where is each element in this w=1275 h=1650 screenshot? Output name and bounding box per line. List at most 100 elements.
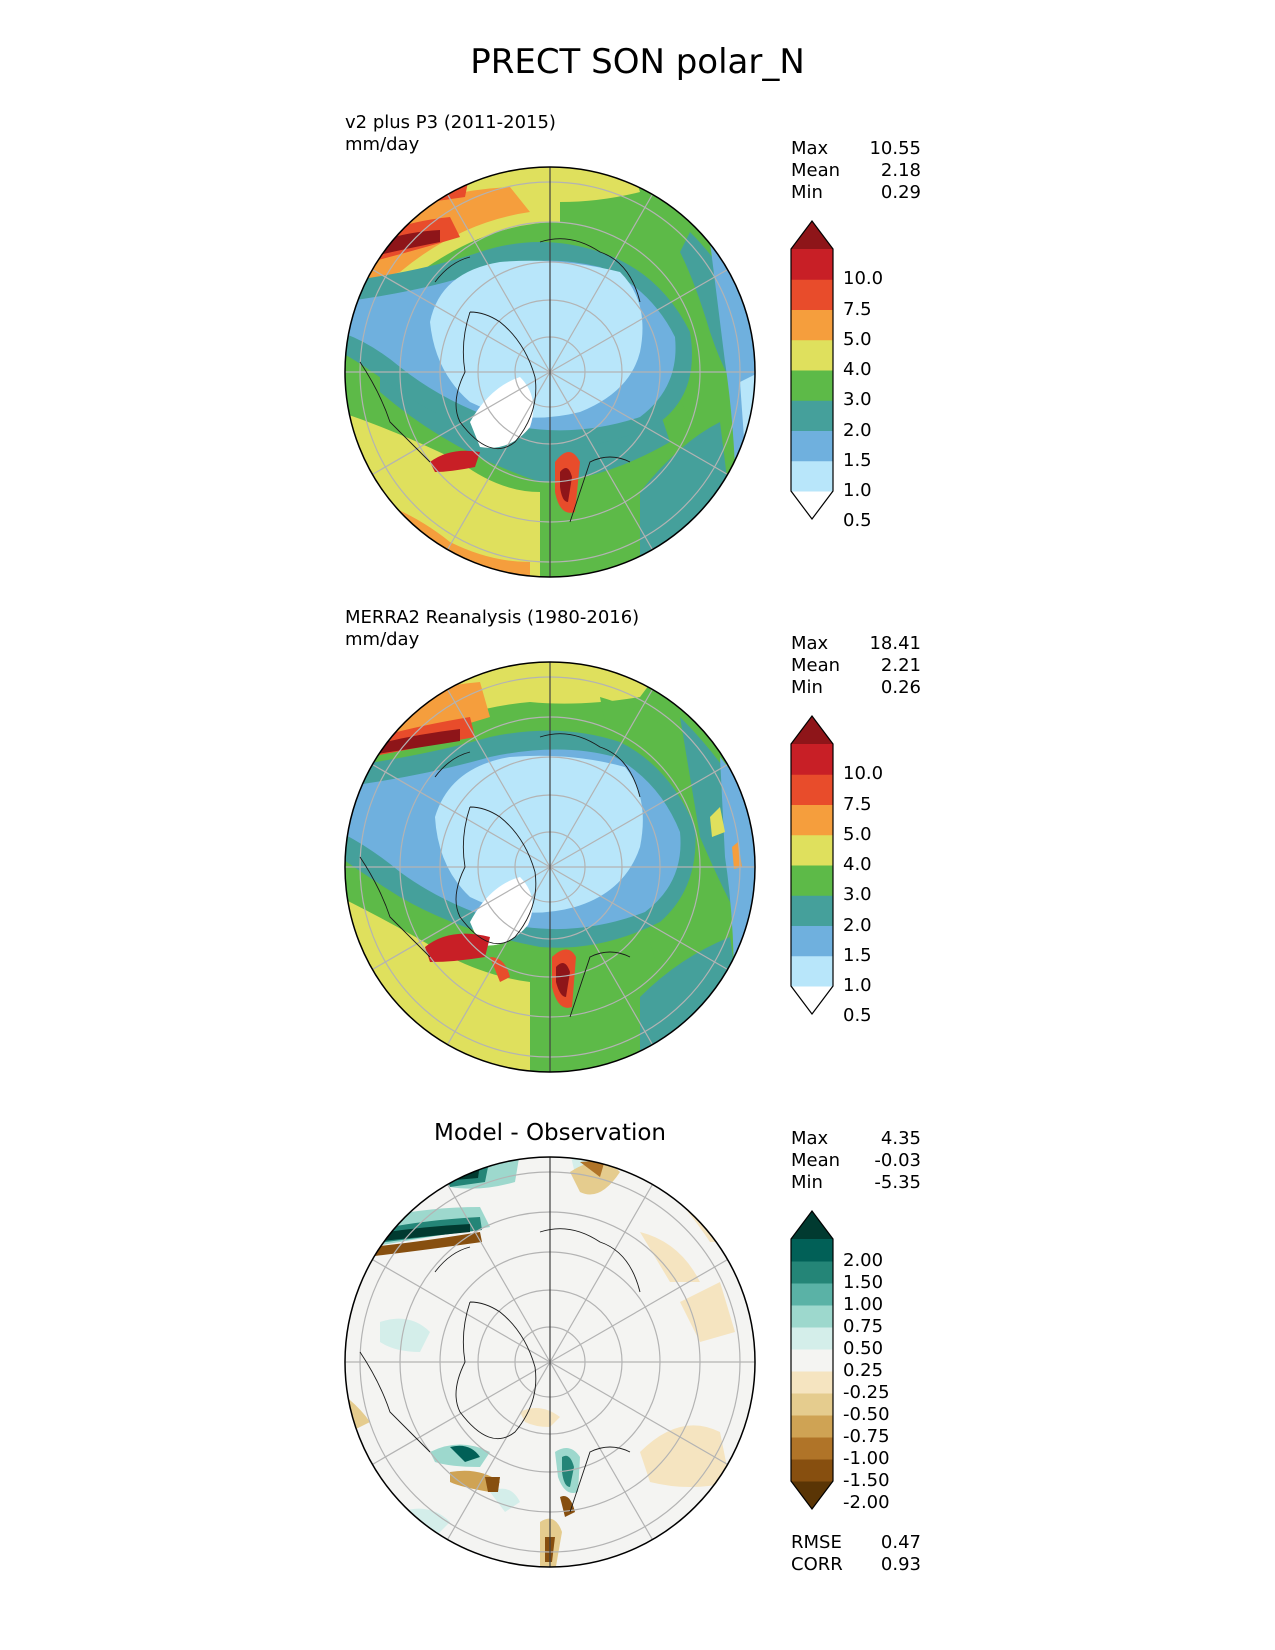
colorbar-tick-label: 10.0 — [843, 763, 884, 785]
colorbar-segment — [791, 1415, 833, 1438]
colorbar-segment — [791, 895, 833, 926]
panel-1-subtitle: v2 plus P3 (2011-2015) mm/day — [345, 112, 556, 156]
colorbar-tick-label: 0.5 — [843, 510, 872, 532]
colorbar-outline — [790, 715, 834, 1015]
colorbar-tick-label: 1.50 — [843, 1272, 884, 1293]
panel-1-units-label: mm/day — [345, 134, 420, 155]
metric-label: RMSE — [791, 1532, 842, 1553]
panel-3-metrics: RMSE 0.47 CORR 0.93 — [791, 1532, 921, 1576]
panel-1-colorbar — [790, 220, 834, 520]
colorbar-tick-label: 7.5 — [843, 298, 872, 320]
colorbar-extend-max — [791, 716, 833, 744]
panel-2-colorbar — [790, 715, 834, 1015]
colorbar-segment — [791, 774, 833, 805]
colorbar-extend-max — [791, 221, 833, 249]
colorbar-segment — [791, 430, 833, 462]
colorbar-extend-min — [791, 986, 833, 1014]
panel-1-polar-map — [344, 166, 756, 578]
stat-value: -0.03 — [874, 1150, 921, 1171]
colorbar-tick-label: 1.5 — [843, 449, 872, 471]
colorbar-segment — [791, 1261, 833, 1284]
colorbar-tick-label: 10.0 — [843, 268, 884, 290]
colorbar-extend-max — [791, 1211, 833, 1239]
colorbar-tick-label: 2.00 — [843, 1250, 884, 1271]
figure-title: PRECT SON polar_N — [470, 42, 805, 82]
panel-2-polar-map — [344, 661, 756, 1073]
colorbar-tick-label: 1.00 — [843, 1294, 884, 1315]
panel-3-difference-map — [344, 1156, 756, 1568]
metric-value: 0.93 — [880, 1554, 921, 1575]
colorbar-segment — [791, 925, 833, 957]
stat-label: Mean — [791, 655, 841, 676]
stat-row-mean: Mean 2.18 — [791, 160, 921, 182]
stat-row-min: Min 0.26 — [791, 677, 921, 699]
colorbar-outline — [790, 220, 834, 520]
stat-row-mean: Mean 2.21 — [791, 655, 921, 677]
colorbar-segment — [791, 834, 833, 866]
colorbar-segment — [791, 1327, 833, 1350]
panel-2-dataset-label: MERRA2 Reanalysis (1980-2016) — [345, 607, 640, 628]
metric-row-rmse: RMSE 0.47 — [791, 1532, 921, 1554]
colorbar-tick-label: 0.5 — [843, 1005, 872, 1027]
colorbar-tick-label: 4.0 — [843, 854, 872, 875]
stat-row-max: Max 10.55 — [791, 138, 921, 160]
colorbar-segment — [791, 370, 833, 401]
panel-2-units-label: mm/day — [345, 629, 420, 650]
colorbar-tick-label: 7.5 — [843, 793, 872, 815]
panel-2-subtitle: MERRA2 Reanalysis (1980-2016) mm/day — [345, 607, 639, 651]
colorbar-segment — [791, 309, 833, 341]
colorbar-segment — [791, 1239, 833, 1262]
stat-label: Mean — [791, 160, 841, 181]
colorbar-segment — [791, 1437, 833, 1460]
panel-1-dataset-label: v2 plus P3 (2011-2015) — [345, 112, 556, 133]
colorbar-segment — [791, 400, 833, 431]
colorbar-tick-label: -2.00 — [843, 1492, 890, 1513]
colorbar-tick-label: 0.50 — [843, 1338, 884, 1359]
colorbar-tick-label: 4.0 — [843, 359, 872, 380]
colorbar-tick-label: 5.0 — [843, 328, 872, 350]
metric-label: CORR — [791, 1554, 843, 1575]
panel-1-stats: Max 10.55 Mean 2.18 Min 0.29 — [791, 138, 921, 204]
colorbar-segment — [791, 1459, 833, 1482]
colorbar-outline — [790, 1210, 834, 1510]
colorbar-tick-label: 1.0 — [843, 975, 872, 996]
stat-value: 2.18 — [880, 160, 921, 181]
stat-row-min: Min -5.35 — [791, 1172, 921, 1194]
colorbar-segment — [791, 1371, 833, 1394]
stat-label: Max — [791, 633, 829, 654]
colorbar-segment — [791, 1393, 833, 1416]
panel-2-stats: Max 18.41 Mean 2.21 Min 0.26 — [791, 633, 921, 699]
stat-row-mean: Mean -0.03 — [791, 1150, 921, 1172]
colorbar-tick-label: 0.25 — [843, 1360, 884, 1381]
stat-label: Max — [791, 138, 829, 159]
colorbar-segment — [791, 1283, 833, 1306]
metric-row-corr: CORR 0.93 — [791, 1554, 921, 1576]
colorbar-tick-label: 2.0 — [843, 914, 872, 936]
colorbar-segment — [791, 804, 833, 836]
colorbar-extend-min — [791, 491, 833, 519]
colorbar-tick-label: 3.0 — [843, 389, 872, 411]
stat-label: Min — [791, 182, 823, 203]
colorbar-tick-label: 2.0 — [843, 419, 872, 441]
colorbar-segment — [791, 1349, 833, 1372]
stat-value: -5.35 — [874, 1172, 921, 1193]
stat-value: 18.41 — [869, 633, 921, 654]
colorbar-tick-label: -1.00 — [843, 1448, 890, 1469]
colorbar-tick-label: 3.0 — [843, 884, 872, 906]
colorbar-segment — [791, 279, 833, 310]
colorbar-tick-label: -1.50 — [843, 1470, 890, 1491]
colorbar-tick-label: 0.75 — [843, 1316, 884, 1337]
colorbar-tick-label: -0.75 — [843, 1426, 890, 1447]
colorbar-tick-label: -0.50 — [843, 1404, 890, 1425]
stat-label: Min — [791, 677, 823, 698]
colorbar-segment — [791, 865, 833, 896]
stat-value: 4.35 — [880, 1128, 921, 1149]
colorbar-segment — [791, 955, 833, 987]
colorbar-tick-label: -0.25 — [843, 1382, 890, 1403]
stat-value: 2.21 — [880, 655, 921, 676]
colorbar-extend-min — [791, 1481, 833, 1509]
colorbar-tick-label: 5.0 — [843, 823, 872, 845]
stat-value: 0.26 — [880, 677, 921, 698]
stat-label: Mean — [791, 1150, 841, 1171]
colorbar-segment — [791, 339, 833, 371]
